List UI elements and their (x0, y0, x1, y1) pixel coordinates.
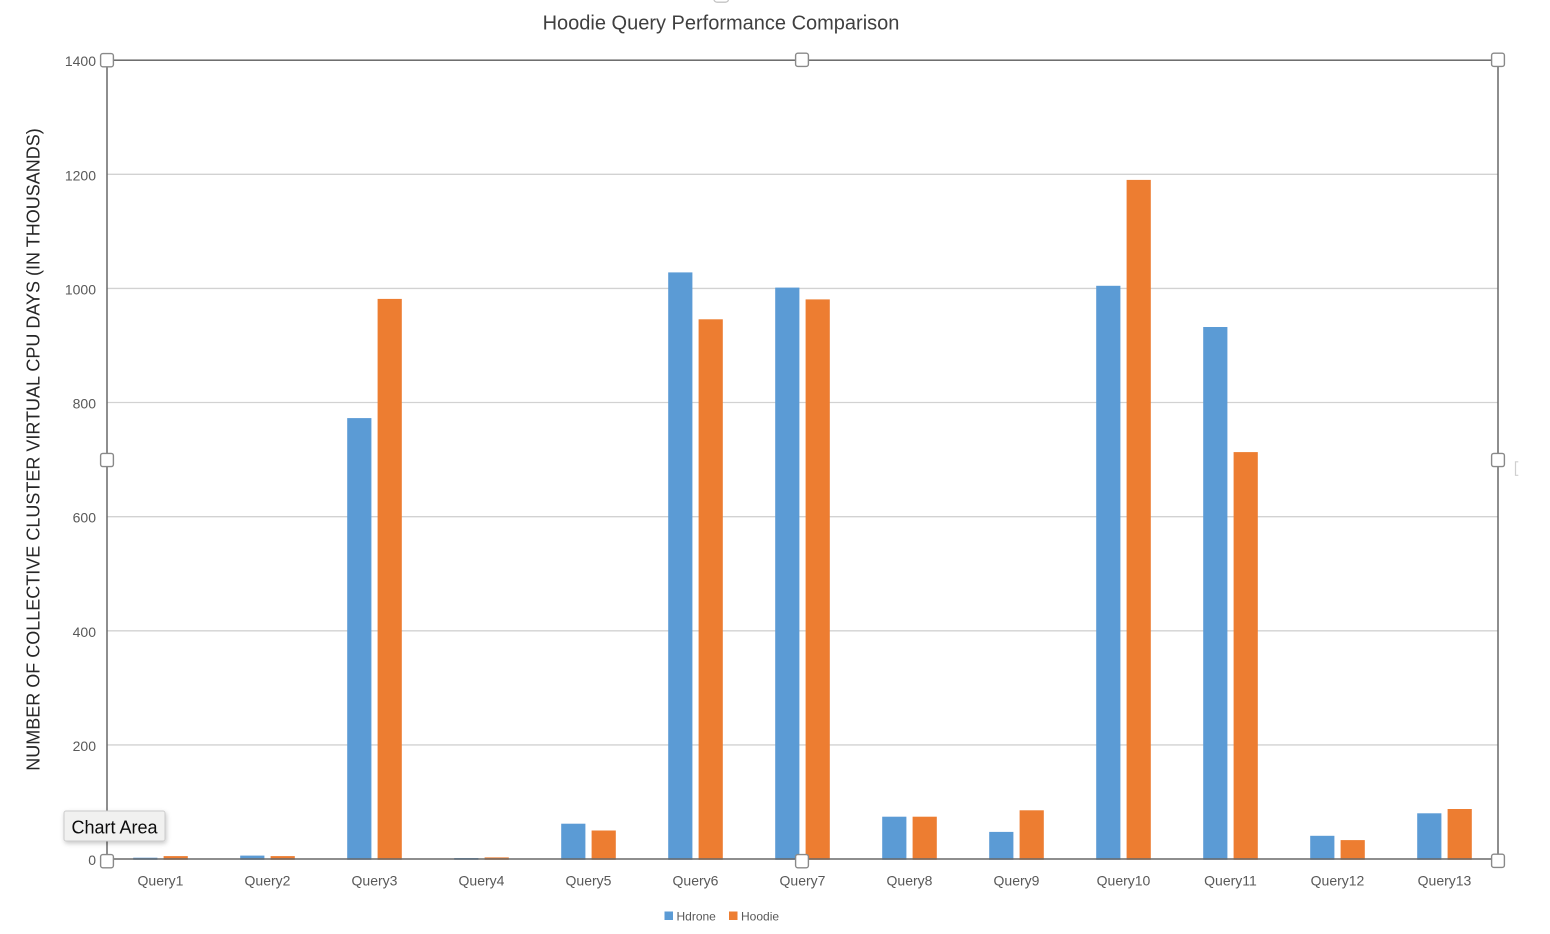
svg-text:1400: 1400 (65, 53, 96, 69)
svg-text:Query1: Query1 (138, 872, 184, 888)
svg-text:Query10: Query10 (1097, 872, 1151, 888)
svg-text:Query12: Query12 (1311, 872, 1365, 888)
svg-text:0: 0 (88, 852, 96, 868)
svg-text:Query13: Query13 (1418, 872, 1472, 888)
svg-text:Hdrone: Hdrone (677, 909, 717, 923)
svg-text:Hoodie Query Performance Compa: Hoodie Query Performance Comparison (543, 13, 900, 35)
svg-text:Query7: Query7 (780, 872, 826, 888)
svg-text:Query11: Query11 (1204, 872, 1257, 888)
svg-text:800: 800 (73, 396, 97, 412)
svg-text:600: 600 (73, 510, 97, 526)
svg-text:Query3: Query3 (352, 872, 398, 888)
svg-text:Chart Area: Chart Area (72, 818, 159, 838)
svg-text:Hoodie: Hoodie (741, 909, 779, 923)
svg-text:Query9: Query9 (994, 872, 1040, 888)
svg-text:1200: 1200 (65, 167, 96, 183)
svg-text:Query8: Query8 (887, 872, 933, 888)
svg-text:200: 200 (73, 738, 97, 754)
svg-text:400: 400 (73, 624, 97, 640)
svg-text:NUMBER OF COLLECTIVE CLUSTER V: NUMBER OF COLLECTIVE CLUSTER VIRTUAL CPU… (24, 128, 44, 770)
svg-text:Query4: Query4 (459, 872, 505, 888)
svg-text:Query5: Query5 (566, 872, 612, 888)
svg-text:Query6: Query6 (673, 872, 719, 888)
svg-text:1000: 1000 (65, 281, 96, 297)
svg-text:Query2: Query2 (245, 872, 291, 888)
